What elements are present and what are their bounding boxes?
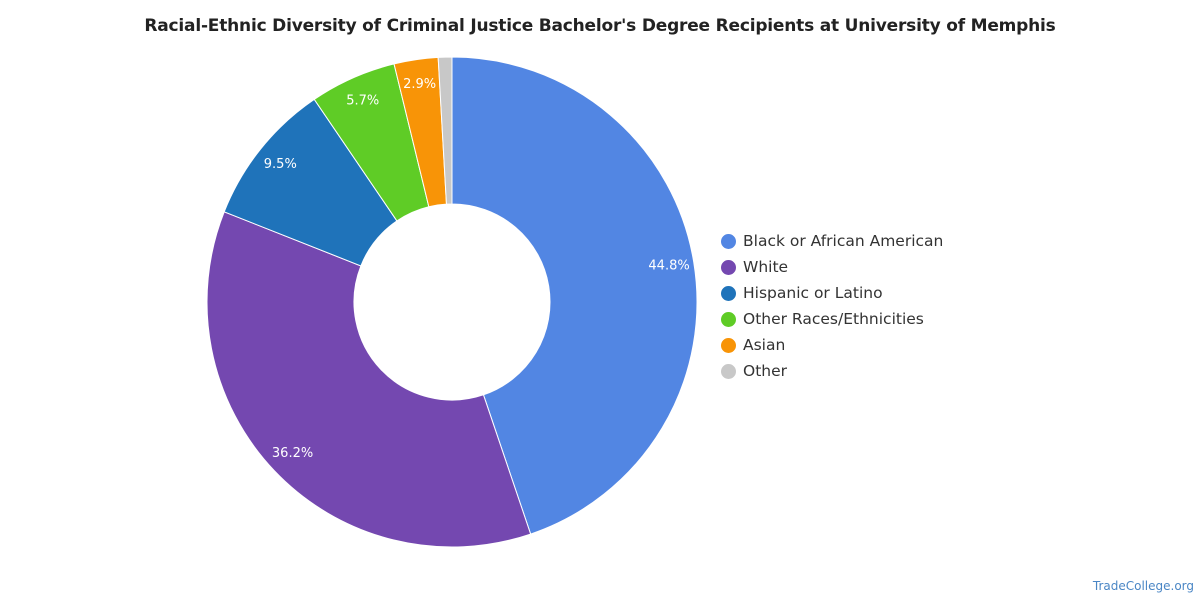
legend-item-3[interactable]: Other Races/Ethnicities [721,306,943,332]
legend-swatch-3 [721,311,736,327]
slice-1[interactable] [206,211,532,548]
slice-5[interactable] [437,56,453,205]
watermark: TradeCollege.org [1092,579,1194,593]
slice-label-3: 5.7% [346,93,379,108]
legend-item-4[interactable]: Asian [721,332,943,358]
slice-labels-group: 44.8% 36.2% 9.5% 5.7% 2.9% [264,77,690,461]
legend-label-3: Other Races/Ethnicities [743,310,924,328]
slice-label-4: 2.9% [403,77,436,92]
legend-label-2: Hispanic or Latino [743,284,883,302]
legend-swatch-2 [721,285,736,301]
slices-group [206,56,698,548]
slice-0[interactable] [451,56,698,535]
legend: Black or African American White Hispanic o… [721,228,943,384]
legend-label-0: Black or African American [743,232,944,250]
legend-swatch-1 [721,259,736,275]
legend-item-1[interactable]: White [721,254,943,280]
legend-label-1: White [743,258,789,276]
slice-label-0: 44.8% [648,259,689,274]
legend-item-2[interactable]: Hispanic or Latino [721,280,943,306]
legend-swatch-5 [721,363,736,379]
legend-item-0[interactable]: Black or African American [721,228,943,254]
legend-swatch-4 [721,337,736,353]
legend-label-5: Other [743,362,788,380]
legend-item-5[interactable]: Other [721,358,943,384]
legend-swatch-0 [721,233,736,249]
slice-label-2: 9.5% [264,157,297,172]
slice-label-1: 36.2% [272,446,313,461]
chart-title: Racial-Ethnic Diversity of Criminal Just… [144,16,1056,36]
legend-label-4: Asian [743,336,786,354]
